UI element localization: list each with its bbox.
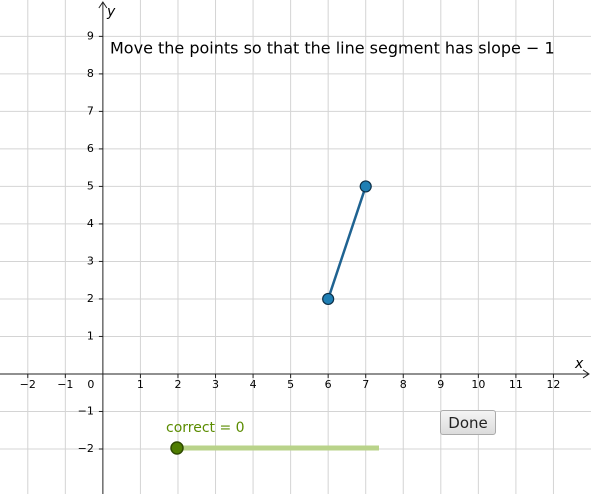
x-tick-label: 10 <box>471 378 485 391</box>
x-tick-label: 5 <box>287 378 294 391</box>
x-axis-arrow <box>582 369 590 379</box>
y-tick-label: −1 <box>78 404 94 417</box>
y-tick-label: 7 <box>87 104 94 117</box>
point[interactable] <box>359 180 372 193</box>
y-tick-label: 2 <box>87 292 94 305</box>
y-tick-label: 9 <box>87 29 94 42</box>
y-tick-label: 3 <box>87 254 94 267</box>
x-tick-label: 4 <box>250 378 257 391</box>
x-tick-label: 6 <box>325 378 332 391</box>
x-tick-label: 1 <box>137 378 144 391</box>
x-axis-label: x <box>574 356 584 372</box>
done-button[interactable]: Done <box>440 410 496 435</box>
x-tick-label: −1 <box>57 378 73 391</box>
y-tick-label: 1 <box>87 329 94 342</box>
x-tick-label: 12 <box>546 378 560 391</box>
line-segment[interactable] <box>326 186 367 300</box>
x-tick-label: 0 <box>87 378 94 391</box>
slider-label: correct = 0 <box>166 420 245 436</box>
x-tick-label: 11 <box>509 378 523 391</box>
y-tick-label: −2 <box>78 442 94 455</box>
y-tick-label: 4 <box>87 217 94 230</box>
point[interactable] <box>322 292 335 306</box>
slider-handle[interactable] <box>170 441 184 455</box>
instruction: Move the points so that the line segment… <box>110 39 555 58</box>
x-tick-label: 3 <box>212 378 219 391</box>
y-tick-label: 5 <box>87 179 94 192</box>
x-tick-label: 8 <box>400 378 407 391</box>
x-tick-label: 7 <box>362 378 369 391</box>
x-tick-label: 9 <box>437 378 444 391</box>
x-tick-label: 2 <box>174 378 181 391</box>
x-tick-label: −2 <box>20 378 36 391</box>
y-axis-arrow <box>98 1 108 9</box>
y-tick-label: 8 <box>87 67 94 80</box>
y-tick-label: 6 <box>87 142 94 155</box>
y-axis-label: y <box>106 4 116 20</box>
